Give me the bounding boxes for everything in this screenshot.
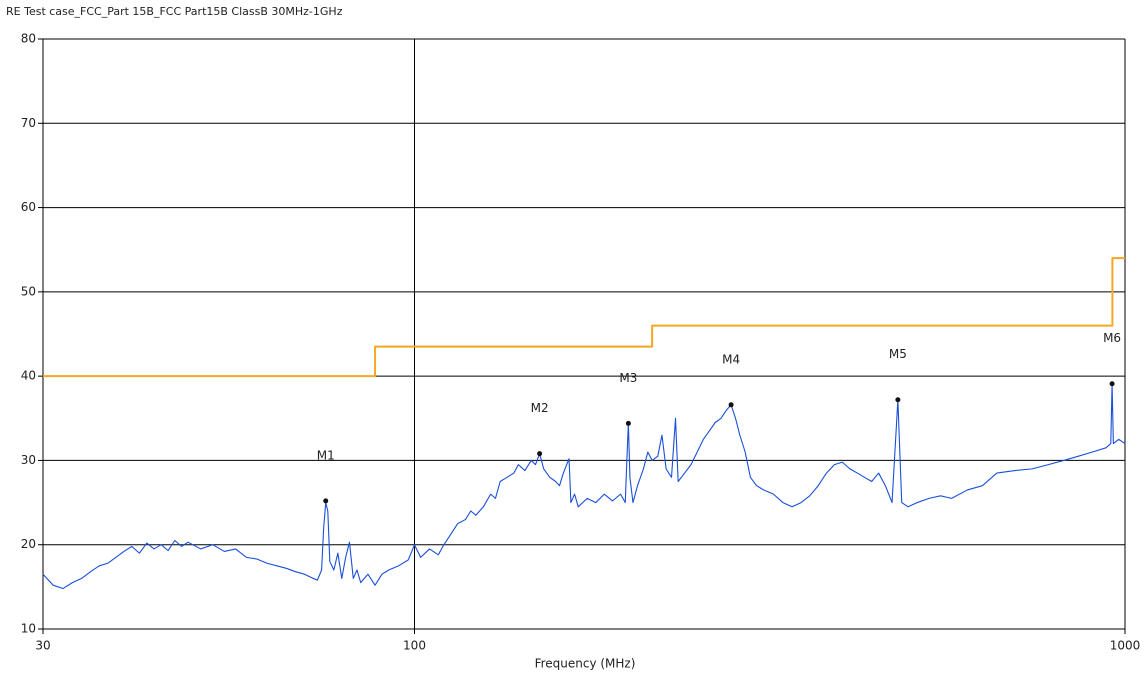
x-tick-label: 1000 xyxy=(1110,639,1141,653)
series-line xyxy=(43,257,1125,378)
marker-point xyxy=(537,451,543,457)
marker-label: M3 xyxy=(619,371,637,385)
y-tick-label: 30 xyxy=(21,453,36,467)
marker-label: M4 xyxy=(722,352,740,366)
x-axis-label: Frequency (MHz) xyxy=(535,657,636,671)
marker-point xyxy=(625,420,631,426)
chart-title: RE Test case_FCC_Part 15B_FCC Part15B Cl… xyxy=(6,5,343,18)
y-tick-label: 40 xyxy=(21,369,36,383)
marker-point xyxy=(1109,381,1115,387)
marker-label: M2 xyxy=(531,401,549,415)
marker-label: M6 xyxy=(1103,331,1121,345)
y-tick-label: 10 xyxy=(21,622,36,636)
series-line xyxy=(42,383,1126,590)
y-tick-label: 70 xyxy=(21,116,36,130)
marker-label: M1 xyxy=(317,448,335,462)
x-tick-label: 100 xyxy=(403,639,426,653)
marker-point xyxy=(895,397,901,403)
y-tick-label: 20 xyxy=(21,537,36,551)
y-tick-label: 80 xyxy=(21,32,36,46)
y-tick-label: 60 xyxy=(21,200,36,214)
x-tick-label: 30 xyxy=(35,639,50,653)
marker-point xyxy=(323,498,329,504)
marker-label: M5 xyxy=(889,347,907,361)
y-tick-label: 50 xyxy=(21,284,36,298)
marker-point xyxy=(728,402,734,408)
